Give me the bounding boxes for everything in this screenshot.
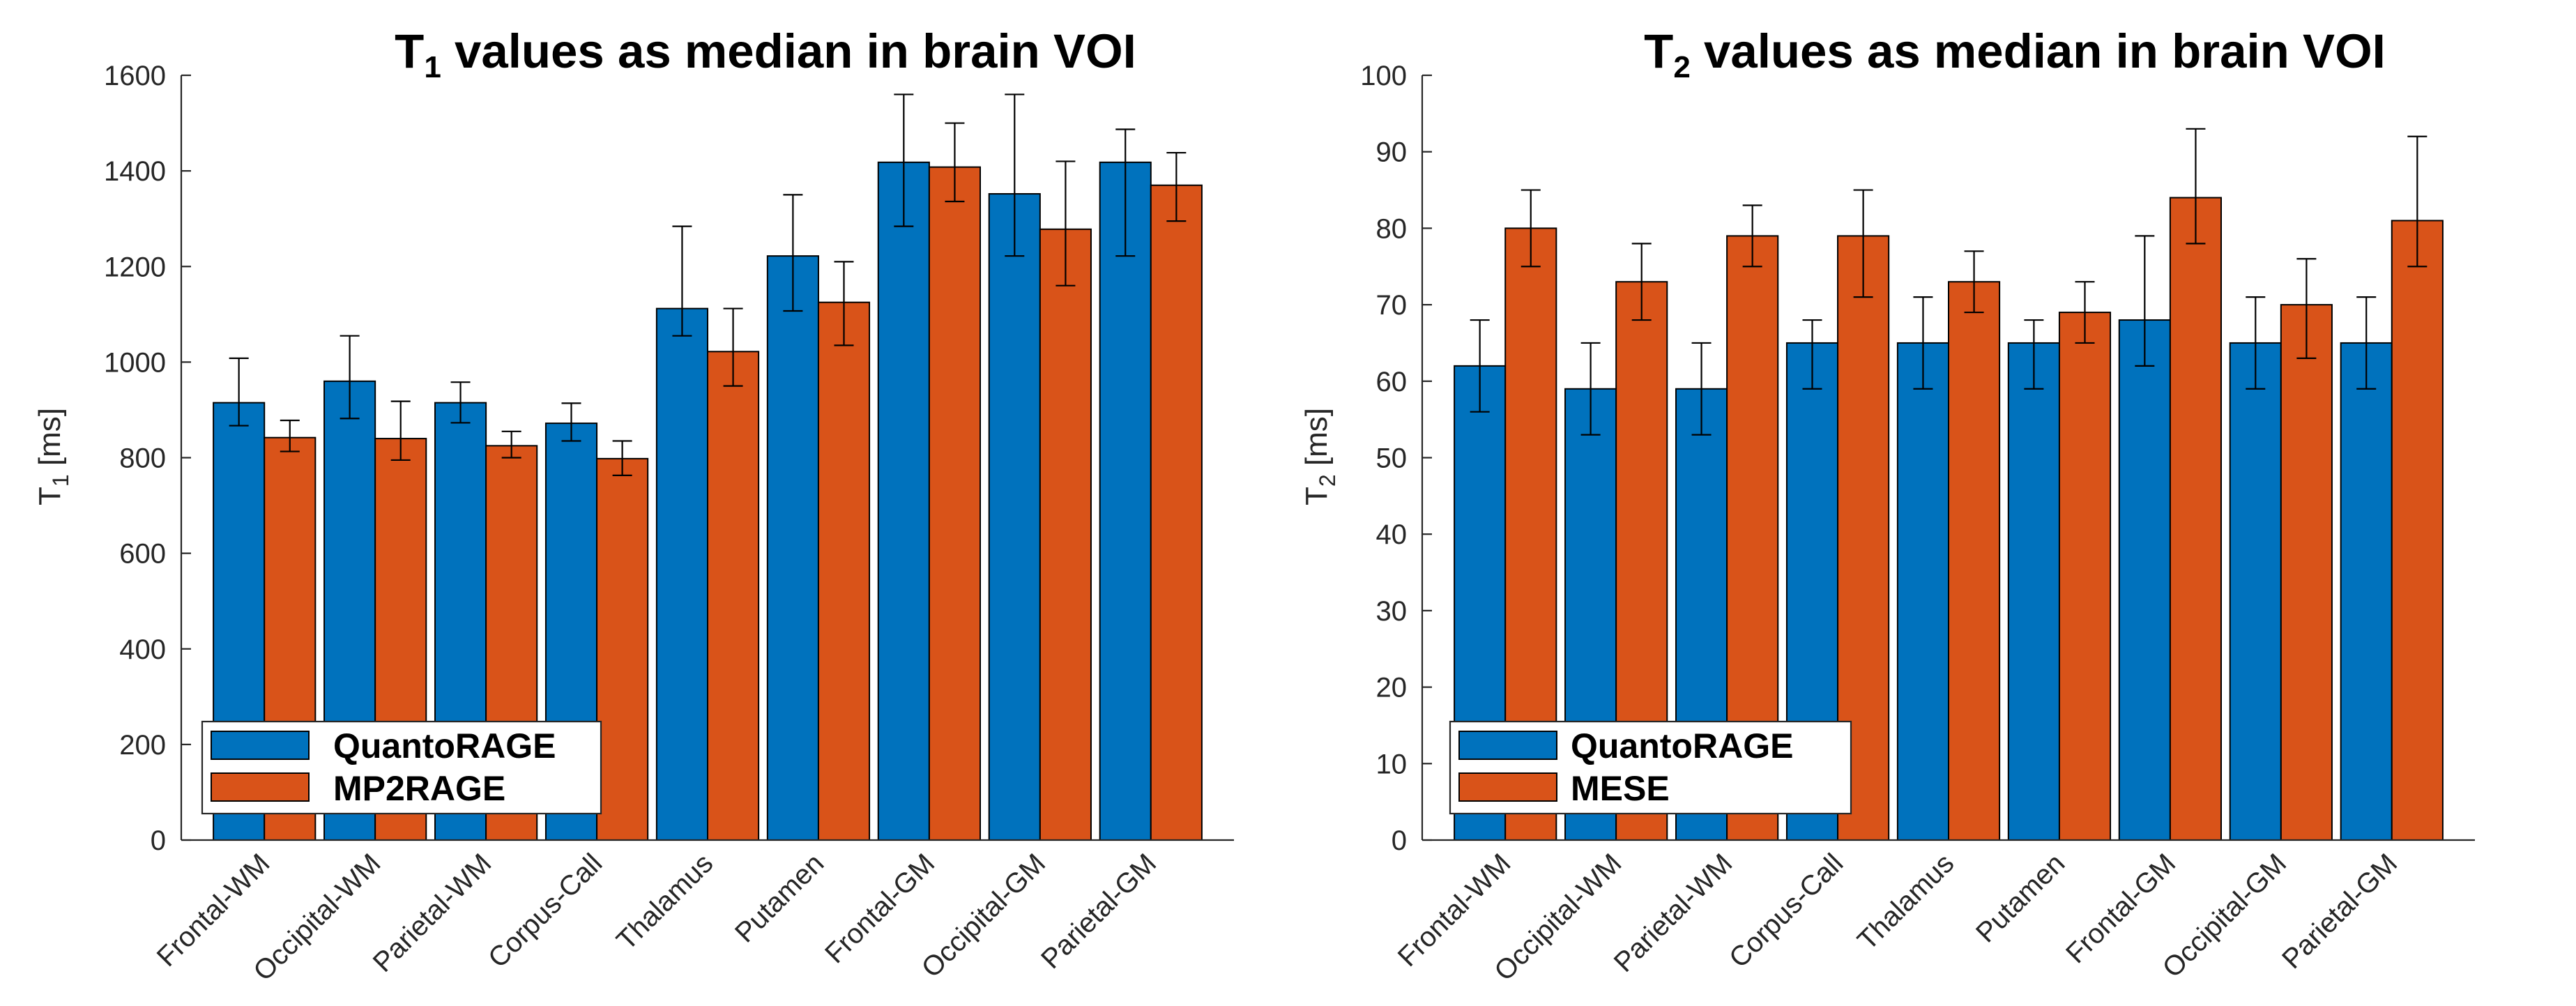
chart-t1-ytick-label: 400 [119,634,166,665]
chart-t2-category-label: Frontal-WM [1392,848,1517,973]
chart-t2-category-label: Thalamus [1852,848,1960,956]
chart-t1-title: T1 values as median in brain VOI [395,24,1136,84]
chart-t2-bar-2 [2169,197,2223,841]
chart-t1-legend-label-1: QuantoRAGE [333,726,556,765]
chart-t2-bar-2 [2280,304,2333,841]
chart-t2-ytick-label: 10 [1376,749,1408,779]
chart-t1-bar-2 [596,457,649,841]
chart-t1-bar-2 [928,166,982,841]
chart-t2-category-label: Parietal-WM [1608,848,1739,978]
chart-t2-ytick-label: 70 [1376,290,1408,321]
chart-t2-title-subscript: 2 [1673,50,1690,84]
chart-t2-bar-2 [2391,220,2444,841]
chart-t1-category-label: Parietal-WM [367,848,498,978]
chart-t2-category-label: Putamen [1970,848,2071,948]
chart-t2-legend: QuantoRAGE MESE [1449,720,1852,815]
chart-t1-ytick-label: 600 [119,539,166,570]
chart-t2-category-label: Parietal-GM [2276,848,2403,975]
chart-t2-bar-2 [2058,312,2112,841]
chart-t2-bar-2 [1948,281,2001,841]
chart-t1-legend: QuantoRAGE MP2RAGE [201,720,602,815]
chart-t1: T1 values as median in brain VOI T1 [ms]… [33,24,1234,987]
chart-t1-legend-swatch-1 [211,731,310,760]
chart-t1-ytick-label: 800 [119,443,166,474]
chart-t2-ytick-label: 20 [1376,673,1408,703]
chart-t1-ytick-label: 1400 [104,156,166,187]
chart-t1-ytick-label: 1600 [104,61,166,91]
chart-t2-ytick-label: 30 [1376,596,1408,627]
chart-t1-bar-2 [707,351,760,841]
chart-t2-legend-swatch-2 [1458,772,1557,802]
chart-t1-ytick-label: 0 [151,825,166,856]
chart-t2-bar-1 [2118,319,2171,841]
chart-t2-ytick-label: 90 [1376,137,1408,168]
chart-t1-bar-1 [877,161,930,841]
chart-t2-category-label: Corpus-Call [1723,848,1849,973]
chart-t1-category-label: Frontal-GM [819,848,940,969]
chart-t1-category-label: Corpus-Call [482,848,608,973]
chart-t1-bar-1 [766,255,819,841]
chart-t2-ytick-label: 50 [1376,443,1408,474]
chart-t2-ytick-label: 60 [1376,367,1408,397]
chart-t2-legend-label-1: QuantoRAGE [1571,726,1793,765]
chart-t1-bar-2 [1039,228,1092,841]
chart-t2-ytick-label: 100 [1360,61,1407,91]
chart-t1-ytick-label: 200 [119,730,166,761]
chart-t1-bar-2 [1150,184,1203,841]
chart-t1-title-subscript: 1 [424,50,441,84]
chart-t1-ylabel: T1 [ms] [33,408,73,505]
chart-t2-ytick-label: 40 [1376,519,1408,550]
chart-t1-bar-1 [655,307,709,841]
chart-t2-ytick-label: 80 [1376,213,1408,244]
chart-t2-category-label: Frontal-GM [2060,848,2181,969]
chart-t2-ytick-label: 0 [1392,825,1407,856]
chart-t1-category-label: Parietal-GM [1035,848,1162,975]
chart-t1-legend-swatch-2 [211,772,310,802]
chart-t2-bar-1 [2007,342,2060,841]
chart-t1-category-label: Putamen [729,848,830,948]
chart-t2-bar-1 [2340,342,2393,841]
chart-t2-legend-label-2: MESE [1571,769,1670,808]
chart-t1-bar-2 [817,301,871,841]
chart-t2-bar-1 [2229,342,2282,841]
chart-t1-category-label: Thalamus [611,848,719,956]
chart-t1-category-label: Frontal-WM [151,848,276,973]
chart-t1-legend-label-2: MP2RAGE [333,769,505,808]
chart-t1-bar-1 [1099,161,1152,841]
chart-t2: T2 values as median in brain VOI T2 [ms]… [1300,24,2475,987]
chart-t2-ylabel: T2 [ms] [1300,408,1340,505]
chart-t2-legend-swatch-1 [1458,731,1557,760]
chart-t2-bar-1 [1896,342,1950,841]
chart-t1-ytick-label: 1200 [104,252,166,282]
chart-t2-title: T2 values as median in brain VOI [1644,24,2386,84]
chart-t1-bar-1 [988,193,1041,841]
chart-t1-ytick-label: 1000 [104,347,166,378]
